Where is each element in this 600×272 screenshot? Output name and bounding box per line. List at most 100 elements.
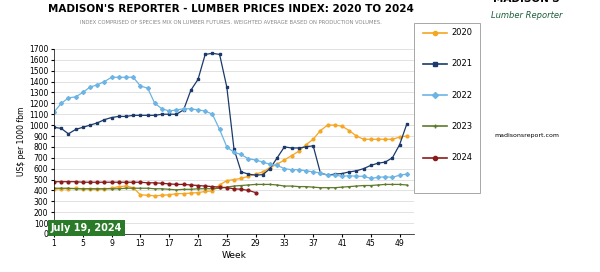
2021 [166,113,173,116]
2021 [173,113,180,116]
2024 [194,184,202,187]
2022 [122,76,130,79]
2023 [324,186,331,189]
2021 [252,174,259,177]
2022 [367,177,374,180]
2021 [108,116,115,119]
2021 [238,170,245,174]
2023 [360,184,367,187]
2022 [245,157,252,160]
2021 [230,147,238,151]
2023 [266,183,274,186]
2023 [353,184,360,188]
2024 [238,188,245,191]
2023 [72,187,79,190]
2020 [101,187,108,190]
2023 [259,183,266,186]
2022 [382,175,389,178]
2023 [115,187,122,190]
2021 [50,126,58,129]
2021 [302,145,310,149]
2021 [259,173,266,176]
2023 [173,188,180,191]
2020 [216,183,223,187]
2024 [72,180,79,183]
2023 [101,187,108,190]
2024 [50,180,58,183]
2020 [338,125,346,128]
2020 [187,191,194,195]
2021 [360,167,367,170]
2023 [374,183,382,187]
2022 [108,76,115,79]
2022 [72,95,79,98]
2020 [115,185,122,188]
2022 [86,85,94,89]
2020 [374,138,382,141]
2023 [187,188,194,191]
2023 [396,183,403,186]
2023 [158,187,166,190]
2020 [382,138,389,141]
2020 [122,184,130,188]
2021 [382,160,389,164]
2020 [310,138,317,141]
2022 [331,174,338,177]
2020 [259,170,266,174]
2022 [353,175,360,178]
2023 [50,187,58,190]
2024 [137,181,144,184]
2021 [281,145,288,149]
2020 [180,192,187,195]
2024 [122,181,130,184]
2022 [202,109,209,113]
2020 [223,179,230,182]
2024 [94,181,101,184]
2022 [65,96,72,100]
2020 [288,154,295,157]
2021 [94,121,101,125]
Polygon shape [469,0,520,27]
2021 [324,174,331,177]
Line: 2020: 2020 [53,124,408,197]
Text: 2023: 2023 [452,122,473,131]
2020 [295,150,302,153]
Polygon shape [533,52,584,88]
Text: INDEX COMPRISED OF SPECIES MIX ON LUMBER FUTURES. WEIGHTED AVERAGE BASED ON PROD: INDEX COMPRISED OF SPECIES MIX ON LUMBER… [80,20,382,25]
2024 [180,183,187,186]
2024 [209,185,216,188]
2021 [202,53,209,56]
2023 [310,186,317,189]
2022 [374,176,382,179]
2020 [396,135,403,139]
2023 [122,187,130,190]
2021 [72,128,79,131]
2021 [403,122,410,126]
2023 [403,183,410,187]
2022 [230,151,238,154]
2020 [65,187,72,190]
2022 [151,102,158,105]
2021 [288,146,295,150]
2021 [374,162,382,165]
2020 [230,178,238,181]
2021 [194,78,202,81]
2024 [173,183,180,186]
2021 [353,169,360,172]
2021 [389,156,396,159]
2021 [338,172,346,175]
2023 [166,188,173,191]
2020 [403,134,410,138]
2021 [122,115,130,118]
Line: 2021: 2021 [53,52,408,177]
2021 [130,114,137,117]
2024 [187,183,194,187]
2023 [194,187,202,190]
2021 [65,132,72,135]
2022 [166,109,173,113]
2023 [281,184,288,188]
2022 [101,80,108,83]
2021 [151,114,158,117]
Text: 2024: 2024 [452,153,473,162]
2023 [238,184,245,187]
